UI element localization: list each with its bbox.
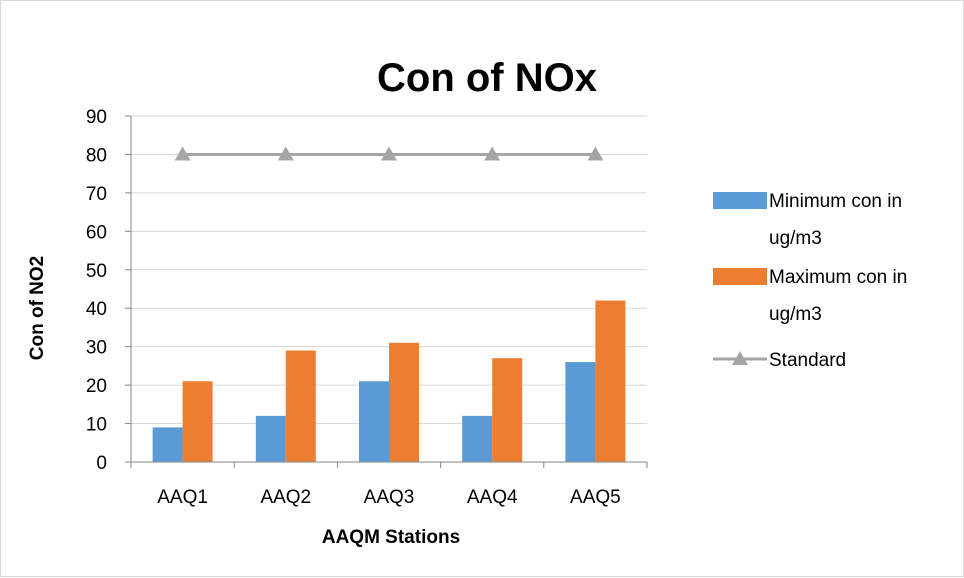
standard-line-series (174, 146, 604, 161)
triangle-marker (587, 146, 604, 161)
bars (152, 300, 626, 462)
y-tick-label: 70 (86, 184, 107, 205)
bar (152, 427, 183, 462)
bar (359, 381, 389, 462)
legend-label: Maximum con in (769, 267, 907, 288)
y-tick-label: 50 (86, 261, 107, 282)
y-axis-title: Con of NO2 (27, 256, 48, 361)
bar (255, 415, 286, 462)
legend-label: Standard (769, 350, 846, 371)
x-tick-label: AAQ5 (570, 487, 621, 508)
legend-swatch-marker (732, 351, 748, 365)
bar (595, 300, 626, 462)
y-tick-label: 80 (86, 145, 107, 166)
bar (462, 415, 493, 462)
bar (492, 358, 523, 462)
legend-label: ug/m3 (769, 304, 822, 325)
legend-label: ug/m3 (769, 228, 822, 249)
y-tick-label: 90 (86, 107, 107, 128)
legend-label: Minimum con in (769, 191, 902, 212)
y-tick-label: 10 (86, 415, 107, 436)
legend-swatch (713, 268, 767, 285)
bar (389, 342, 419, 462)
y-tick-label: 30 (86, 338, 107, 359)
x-axis-title: AAQM Stations (322, 527, 460, 548)
y-tick-label: 0 (96, 453, 107, 474)
legend-swatch (713, 192, 767, 209)
x-tick-label: AAQ2 (260, 487, 311, 508)
bar (182, 381, 213, 462)
triangle-marker (484, 146, 501, 161)
triangle-marker (174, 146, 191, 161)
bar (285, 350, 316, 462)
x-tick-label: AAQ4 (467, 487, 518, 508)
triangle-marker (277, 146, 294, 161)
bar (565, 362, 596, 462)
chart-title: Con of NOx (377, 56, 597, 100)
legend: Minimum con in ug/m3 Maximum con in ug/m3 St… (713, 191, 907, 371)
x-tick-label: AAQ1 (157, 487, 208, 508)
tick-labels: 0 10 20 30 40 50 60 70 80 90 AAQ1 AAQ2 AAQ3 AAQ4 AAQ5 (86, 107, 621, 508)
x-tick-label: AAQ3 (364, 487, 415, 508)
y-tick-label: 60 (86, 222, 107, 243)
axes (130, 116, 648, 468)
y-tick-label: 20 (86, 376, 107, 397)
triangle-marker (381, 146, 397, 161)
y-tick-label: 40 (86, 299, 107, 320)
